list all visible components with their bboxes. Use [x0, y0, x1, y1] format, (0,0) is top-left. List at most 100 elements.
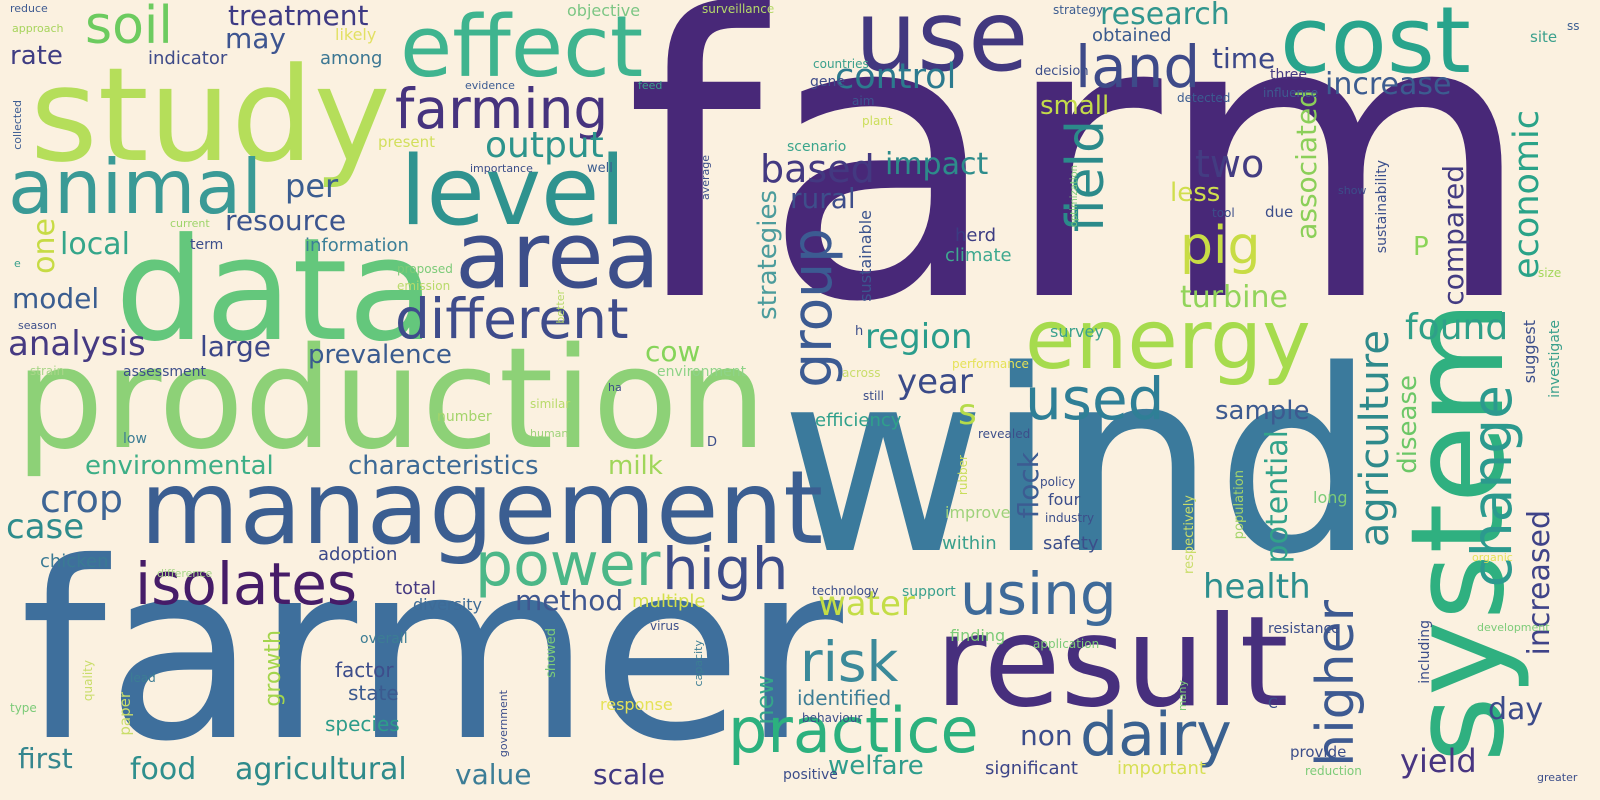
word-research: research	[1100, 0, 1230, 32]
word-strain: strain	[30, 364, 65, 378]
word-diversity: diversity	[413, 595, 483, 614]
word-found: found	[1405, 307, 1509, 348]
word-turbine: turbine	[1180, 280, 1288, 315]
word-production: production	[15, 318, 767, 481]
word-show: show	[1338, 184, 1367, 197]
word-day: day	[1488, 692, 1544, 727]
word-may: may	[225, 22, 287, 55]
word-site: site	[1530, 28, 1558, 46]
word-flock: flock	[1012, 452, 1045, 519]
word-within: within	[942, 533, 997, 554]
word-risk: risk	[800, 630, 899, 694]
word-power: power	[475, 530, 661, 600]
word-paper: paper	[116, 692, 134, 736]
word-per: per	[285, 167, 339, 205]
word-compared: compared	[1437, 165, 1470, 306]
word-tool: tool	[1212, 206, 1235, 220]
word-food: food	[130, 752, 197, 787]
word-information: information	[305, 235, 409, 256]
word-milk: milk	[608, 451, 663, 481]
word-strategies: strategies	[753, 190, 783, 320]
word-agriculture: agriculture	[1352, 330, 1398, 548]
word-high: high	[662, 535, 789, 603]
word-resource: resource	[225, 204, 347, 237]
word-impact: impact	[885, 147, 989, 182]
word-organic: organic	[1472, 551, 1513, 564]
word-response: response	[600, 695, 673, 714]
word-due: due	[1265, 203, 1294, 221]
word-first: first	[18, 742, 73, 775]
word-treatment: treatment	[228, 0, 369, 32]
word-based: based	[760, 147, 875, 191]
word-survey: survey	[1050, 322, 1104, 341]
word-result: result	[935, 590, 1289, 735]
word-capacity: capacity	[692, 640, 705, 687]
word-obtained: obtained	[1092, 25, 1172, 46]
word-area: area	[455, 202, 661, 309]
word-collected: collected	[11, 100, 24, 150]
word-welfare: welfare	[828, 751, 924, 781]
word-assessment: assessment	[123, 364, 206, 380]
word-revealed: revealed	[978, 427, 1031, 441]
word-greater: greater	[1537, 771, 1578, 784]
word-environmental: environmental	[85, 451, 274, 481]
word-countries: countries	[813, 57, 869, 71]
word-policy: policy	[1040, 475, 1076, 489]
word-development: development	[1477, 621, 1550, 634]
word-sustainable: sustainable	[856, 210, 875, 302]
word-term: term	[190, 237, 224, 253]
word-provide: provide	[1290, 743, 1347, 761]
word-ss: ss	[1567, 19, 1580, 33]
word-analysis: analysis	[8, 324, 146, 364]
word-rate: rate	[10, 41, 63, 71]
word-study: study	[30, 39, 391, 191]
word-data: data	[115, 208, 435, 373]
word-s: s	[958, 392, 977, 433]
word-two: two	[1195, 142, 1265, 186]
word-practice: practice	[728, 694, 979, 767]
word-growth: growth	[261, 630, 286, 707]
word-sample: sample	[1215, 396, 1310, 426]
word-region: region	[865, 317, 973, 357]
word-detected: detected	[1177, 91, 1231, 105]
word-scenario: scenario	[787, 139, 847, 155]
word-across: across	[842, 366, 881, 380]
word-land: land	[1075, 33, 1201, 101]
word-potential: potential	[1260, 430, 1295, 564]
word-management: management	[140, 449, 824, 568]
word-present: present	[378, 133, 436, 151]
word-quality: quality	[81, 660, 95, 702]
word-h: h	[855, 324, 864, 339]
word-use: use	[855, 0, 1029, 94]
word-level: level	[400, 137, 626, 247]
word-significant: significant	[985, 758, 1078, 779]
word-cow: cow	[645, 335, 701, 368]
word-finding: finding	[950, 626, 1006, 645]
word-factor: factor	[335, 658, 394, 682]
word-gene: gene	[810, 74, 845, 90]
word-control: control	[835, 57, 957, 97]
word-support: support	[902, 584, 956, 600]
word-local: local	[60, 227, 130, 262]
word-c: C	[1268, 696, 1278, 712]
word-multiple: multiple	[632, 591, 706, 612]
word-economic: economic	[1507, 110, 1547, 279]
word-aim: aim	[852, 94, 875, 108]
word-difference: difference	[157, 567, 213, 580]
word-total: total	[395, 578, 437, 599]
word-water: water	[818, 584, 915, 624]
word-ha: ha	[608, 381, 622, 394]
word-d: D	[707, 435, 718, 450]
word-similar: similar	[530, 397, 571, 411]
word-non: non	[1020, 719, 1073, 752]
word-dairy: dairy	[1080, 700, 1232, 770]
word-technology: technology	[812, 584, 879, 598]
word-pig: pig	[1180, 216, 1261, 276]
word-resistance: resistance	[1268, 621, 1340, 637]
word-chicken: chicken	[40, 551, 109, 572]
word-wind: wind	[780, 317, 1376, 610]
word-current: current	[170, 217, 210, 230]
word-population: population	[1232, 470, 1247, 540]
word-positive: positive	[783, 767, 838, 783]
